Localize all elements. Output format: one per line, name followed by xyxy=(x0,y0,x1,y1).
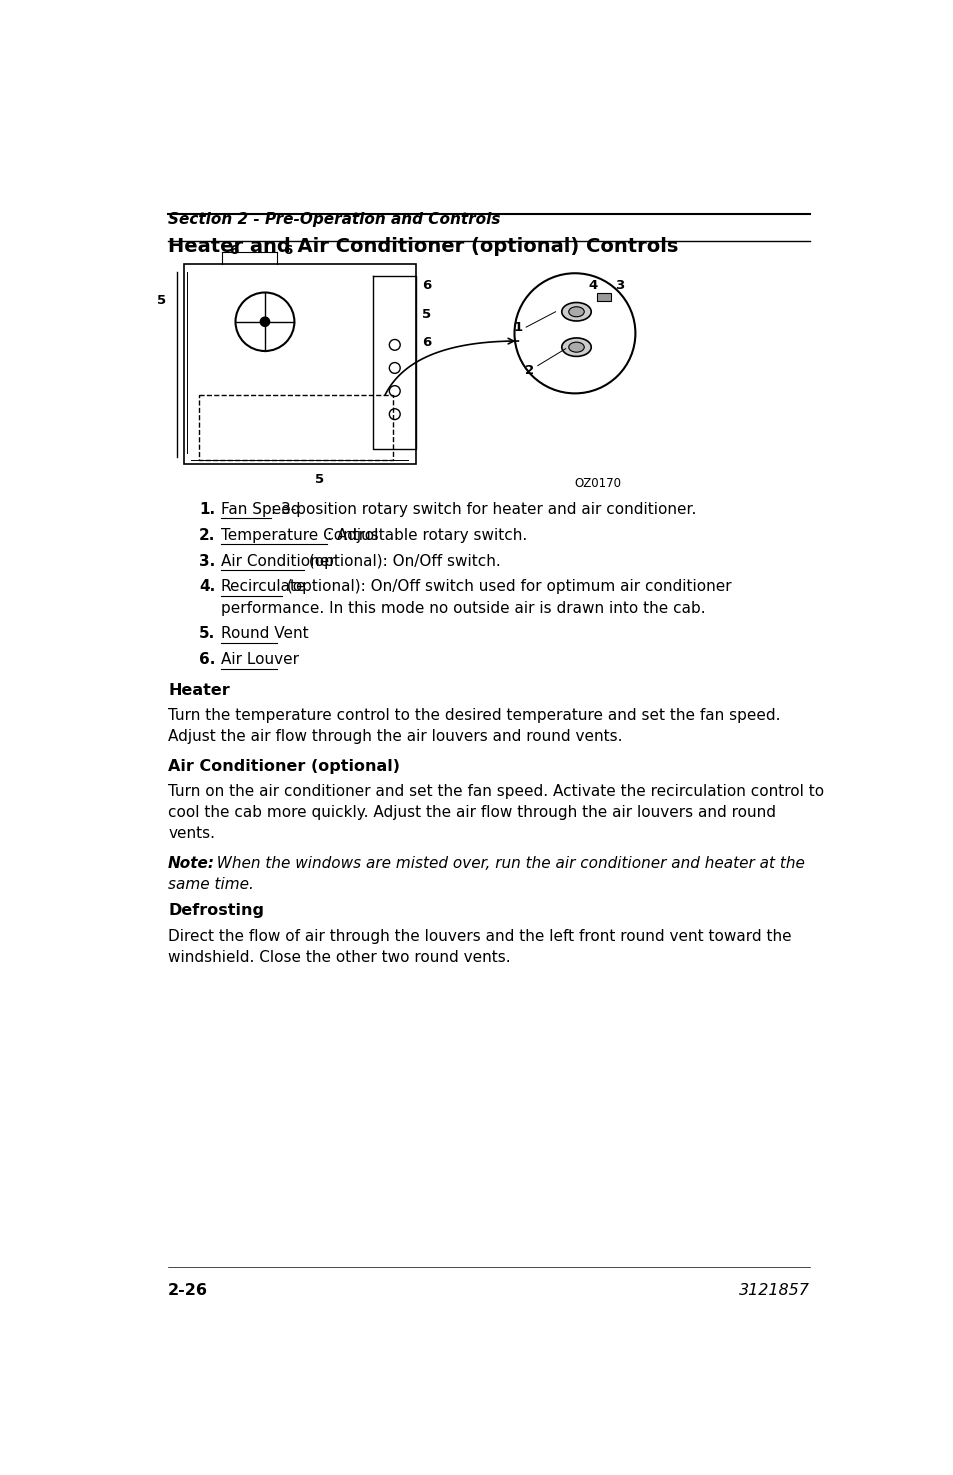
Text: Adjust the air flow through the air louvers and round vents.: Adjust the air flow through the air louv… xyxy=(168,729,622,743)
Text: vents.: vents. xyxy=(168,826,214,841)
Text: Recirculate: Recirculate xyxy=(220,580,306,594)
Text: Air Conditioner (optional): Air Conditioner (optional) xyxy=(168,758,399,774)
Text: 2: 2 xyxy=(524,364,534,376)
Circle shape xyxy=(260,317,270,326)
Text: 3: 3 xyxy=(615,279,624,292)
Text: performance. In this mode no outside air is drawn into the cab.: performance. In this mode no outside air… xyxy=(220,600,704,615)
Text: Note:: Note: xyxy=(168,855,214,870)
Text: 2-26: 2-26 xyxy=(168,1283,208,1298)
Text: Turn on the air conditioner and set the fan speed. Activate the recirculation co: Turn on the air conditioner and set the … xyxy=(168,785,823,799)
Text: 6.: 6. xyxy=(199,652,215,667)
Text: When the windows are misted over, run the air conditioner and heater at the: When the windows are misted over, run th… xyxy=(207,855,804,870)
Text: Temperature Control: Temperature Control xyxy=(220,528,377,543)
Text: 4: 4 xyxy=(588,279,598,292)
Text: windshield. Close the other two round vents.: windshield. Close the other two round ve… xyxy=(168,950,510,965)
Text: 3121857: 3121857 xyxy=(739,1283,809,1298)
Ellipse shape xyxy=(561,338,591,357)
Text: 6: 6 xyxy=(229,243,238,257)
Text: Turn the temperature control to the desired temperature and set the fan speed.: Turn the temperature control to the desi… xyxy=(168,708,780,723)
Text: cool the cab more quickly. Adjust the air flow through the air louvers and round: cool the cab more quickly. Adjust the ai… xyxy=(168,805,775,820)
Text: 1: 1 xyxy=(513,320,521,333)
Text: Defrosting: Defrosting xyxy=(168,904,264,919)
Text: Round Vent: Round Vent xyxy=(220,627,308,642)
Text: 6: 6 xyxy=(422,279,431,292)
Text: 2.: 2. xyxy=(199,528,215,543)
Text: 6: 6 xyxy=(422,336,431,350)
Text: 5: 5 xyxy=(157,295,167,307)
Ellipse shape xyxy=(561,302,591,322)
Text: Fan Speed: Fan Speed xyxy=(220,502,300,516)
Text: (optional): On/Off switch used for optimum air conditioner: (optional): On/Off switch used for optim… xyxy=(282,580,731,594)
Text: 5: 5 xyxy=(314,473,323,487)
Text: 3.: 3. xyxy=(199,553,215,568)
Text: 5: 5 xyxy=(422,308,431,320)
Text: Air Conditioner: Air Conditioner xyxy=(220,553,335,568)
Text: 5.: 5. xyxy=(199,627,215,642)
Text: Heater: Heater xyxy=(168,683,230,698)
Text: OZ0170: OZ0170 xyxy=(574,478,621,490)
Text: Section 2 - Pre-Operation and Controls: Section 2 - Pre-Operation and Controls xyxy=(168,211,500,227)
Text: same time.: same time. xyxy=(168,876,253,891)
Ellipse shape xyxy=(568,307,583,317)
Text: (optional): On/Off switch.: (optional): On/Off switch. xyxy=(304,553,500,568)
Text: : 3-position rotary switch for heater and air conditioner.: : 3-position rotary switch for heater an… xyxy=(271,502,696,516)
Text: Air Louver: Air Louver xyxy=(220,652,298,667)
Ellipse shape xyxy=(568,342,583,353)
Text: : Adjustable rotary switch.: : Adjustable rotary switch. xyxy=(327,528,526,543)
Text: Heater and Air Conditioner (optional) Controls: Heater and Air Conditioner (optional) Co… xyxy=(168,237,678,257)
Text: 1.: 1. xyxy=(199,502,215,516)
Bar xyxy=(596,294,610,301)
Text: 6: 6 xyxy=(283,243,293,257)
Text: 4.: 4. xyxy=(199,580,215,594)
Bar xyxy=(183,264,416,465)
Text: Direct the flow of air through the louvers and the left front round vent toward : Direct the flow of air through the louve… xyxy=(168,929,791,944)
